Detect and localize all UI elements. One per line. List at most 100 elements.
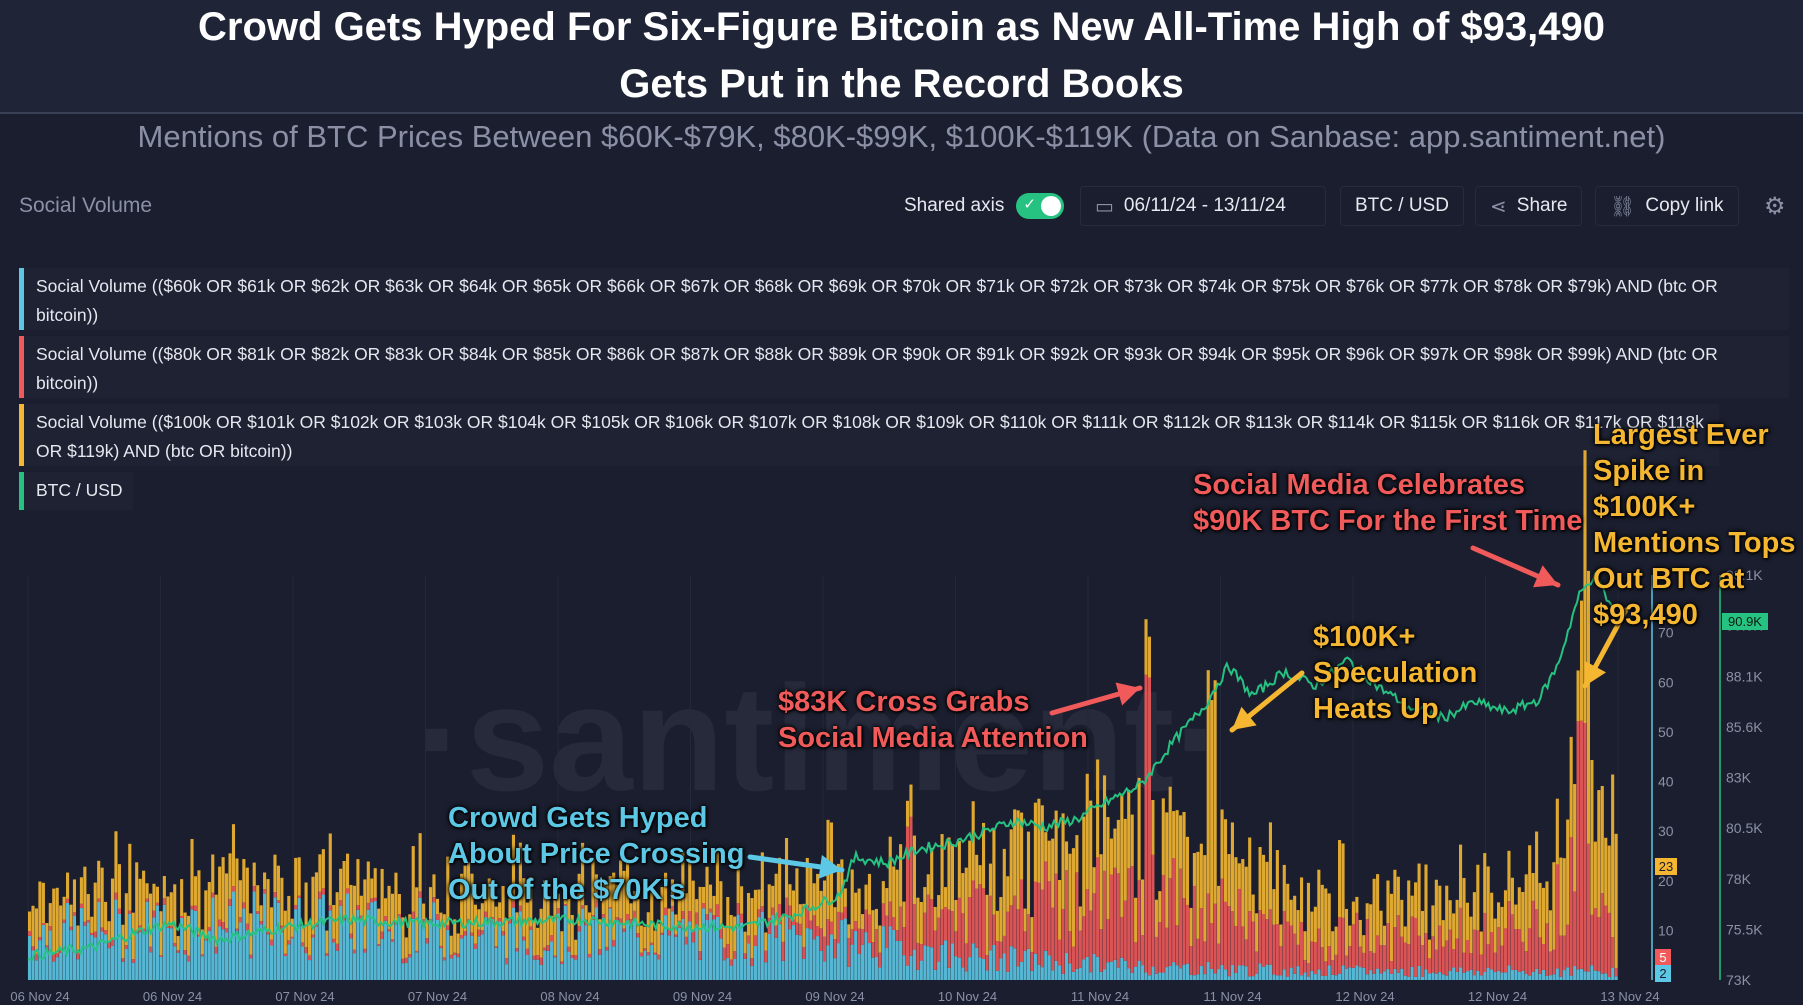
bar-60k-79k	[1524, 973, 1528, 980]
bar-80k-99k	[916, 942, 920, 970]
bar-80k-99k	[912, 904, 916, 950]
bar-80k-99k	[1531, 900, 1535, 972]
bar-60k-79k	[1175, 965, 1179, 980]
bar-60k-79k	[1168, 965, 1172, 980]
bar-80k-99k	[563, 904, 567, 906]
bar-100k-119k	[1265, 861, 1269, 920]
bar-60k-79k	[100, 931, 104, 980]
bar-60k-79k	[346, 893, 350, 980]
bar-60k-79k	[1075, 968, 1079, 980]
bar-100k-119k	[950, 843, 954, 912]
bar-100k-119k	[1586, 570, 1590, 844]
bar-80k-99k	[1410, 916, 1414, 967]
date-range-button[interactable]: ▭ 06/11/24 - 13/11/24	[1080, 186, 1326, 226]
bar-100k-119k	[1234, 857, 1238, 926]
bar-60k-79k	[695, 924, 699, 980]
bar-100k-119k	[1220, 809, 1224, 879]
bar-100k-119k	[1438, 885, 1442, 926]
shared-axis-control[interactable]: Shared axis ✓	[890, 186, 1078, 226]
bar-100k-119k	[463, 865, 467, 931]
bar-60k-79k	[1538, 973, 1542, 980]
bar-100k-119k	[1455, 899, 1459, 939]
bar-80k-99k	[1573, 891, 1577, 967]
bar-100k-119k	[1445, 885, 1449, 941]
bar-60k-79k	[273, 897, 277, 980]
bar-100k-119k	[612, 872, 616, 940]
bar-80k-99k	[152, 910, 156, 918]
bar-100k-119k	[823, 880, 827, 937]
bar-80k-99k	[574, 955, 578, 960]
bar-60k-79k	[1244, 966, 1248, 980]
share-button[interactable]: ⋖ Share	[1475, 186, 1583, 226]
bar-100k-119k	[1023, 908, 1027, 932]
bar-80k-99k	[657, 954, 661, 960]
bar-60k-79k	[1251, 976, 1255, 980]
bar-60k-79k	[1410, 966, 1414, 980]
widget-title: Social Volume	[19, 194, 153, 217]
bar-80k-99k	[601, 914, 605, 918]
bar-100k-119k	[957, 840, 961, 898]
bar-80k-99k	[1320, 947, 1324, 976]
bar-60k-79k	[1462, 972, 1466, 980]
price-tick-label: 93.1K	[1726, 567, 1763, 583]
bar-100k-119k	[788, 884, 792, 906]
bar-100k-119k	[805, 857, 809, 906]
bar-80k-99k	[636, 933, 640, 938]
shared-axis-toggle[interactable]: ✓	[1016, 193, 1065, 219]
bar-100k-119k	[256, 885, 260, 912]
bar-80k-99k	[1369, 951, 1373, 971]
bar-80k-99k	[719, 928, 723, 939]
bar-80k-99k	[1306, 962, 1311, 977]
pair-selector[interactable]: BTC / USD	[1340, 186, 1464, 226]
bar-100k-119k	[453, 919, 457, 953]
bar-100k-119k	[1258, 847, 1262, 911]
bar-80k-99k	[1590, 914, 1594, 966]
legend-item-btc-usd[interactable]: BTC / USD	[19, 472, 133, 510]
bar-100k-119k	[86, 894, 90, 920]
bar-60k-79k	[885, 948, 889, 980]
bar-60k-79k	[1303, 972, 1307, 980]
bar-100k-119k	[435, 898, 439, 915]
bar-60k-79k	[681, 918, 685, 980]
bar-80k-99k	[529, 926, 533, 930]
bar-100k-119k	[1227, 854, 1231, 907]
legend-item-80k-99k[interactable]: Social Volume (($80k OR $81k OR $82k OR …	[19, 336, 1789, 398]
bar-60k-79k	[218, 926, 222, 980]
volume-tick-label: 10	[1658, 922, 1674, 938]
bar-60k-79k	[556, 913, 560, 980]
bar-100k-119k	[1469, 916, 1473, 954]
bar-80k-99k	[833, 939, 837, 959]
bar-100k-119k	[418, 833, 422, 892]
bar-80k-99k	[290, 936, 294, 939]
bar-80k-99k	[1448, 929, 1452, 972]
bar-80k-99k	[1196, 938, 1200, 975]
copy-link-button[interactable]: ⛓ Copy link	[1595, 186, 1739, 226]
settings-button[interactable]: ⚙	[1750, 186, 1800, 226]
bar-60k-79k	[142, 931, 146, 980]
bar-60k-79k	[435, 919, 439, 980]
bar-60k-79k	[252, 891, 256, 980]
bar-80k-99k	[978, 884, 982, 958]
bar-100k-119k	[625, 859, 630, 914]
bar-80k-99k	[62, 919, 66, 923]
legend-item-100k-119k[interactable]: Social Volume (($100k OR $101k OR $102k …	[19, 404, 1719, 466]
bar-60k-79k	[646, 955, 650, 980]
bar-100k-119k	[1382, 925, 1387, 946]
bar-100k-119k	[746, 893, 751, 936]
bar-80k-99k	[387, 928, 391, 932]
bar-80k-99k	[1286, 921, 1290, 977]
bar-60k-79k	[798, 935, 802, 980]
bar-80k-99k	[1455, 938, 1459, 972]
bar-100k-119k	[667, 908, 671, 930]
bar-100k-119k	[1334, 926, 1338, 955]
bar-80k-99k	[1566, 924, 1570, 968]
legend-item-60k-79k[interactable]: Social Volume (($60k OR $61k OR $62k OR …	[19, 268, 1789, 330]
bar-100k-119k	[1147, 636, 1152, 678]
bar-100k-119k	[712, 895, 716, 916]
bar-80k-99k	[1058, 939, 1062, 966]
annotation-line: Speculation	[1313, 657, 1478, 689]
bar-80k-99k	[1137, 880, 1141, 961]
bar-80k-99k	[581, 905, 585, 909]
bar-60k-79k	[442, 960, 446, 980]
